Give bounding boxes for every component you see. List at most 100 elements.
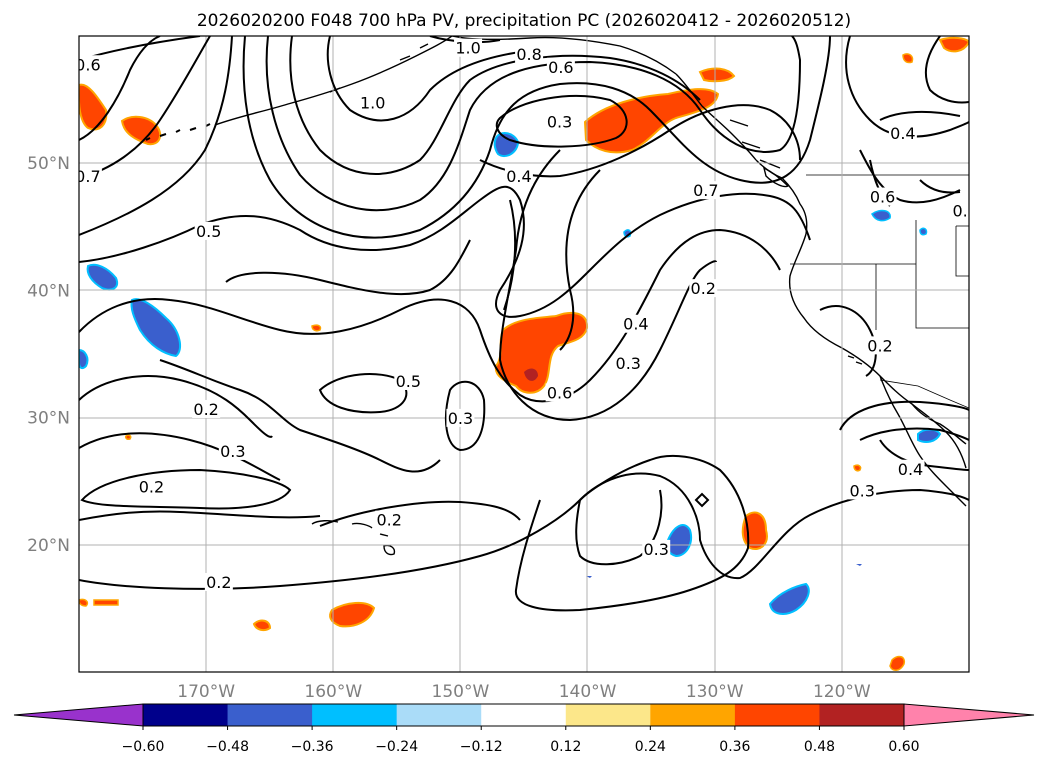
colorbar-tick-label: 0.60 [888,739,919,755]
contour-label-background [689,279,718,298]
gulf-of-california-coastline [911,403,967,445]
contour-label: 0.4 [898,460,923,479]
lon-tick-label: 160°W [304,682,362,702]
lon-tick-label: 150°W [432,682,490,702]
contour-label: 0.2 [377,511,402,530]
contour-label-background [218,441,247,460]
precip-positive-area [120,115,162,146]
contour-label: 0.6 [870,188,895,207]
lat-tick-label: 50°N [27,154,70,174]
contour-line [919,179,961,194]
contour-line [289,36,701,175]
chart-title: 2026020200 F048 700 hPa PV, precipitatio… [197,11,851,31]
contour-label-background [621,314,650,333]
contour-label-background [375,510,404,529]
contour-line [79,228,781,403]
colorbar-tick-labels: −0.60 −0.48 −0.36 −0.24 −0.12 0.12 0.24 0.36 0.4… [122,739,920,755]
contour-label-background [866,336,894,355]
precip-negative-area [493,132,520,158]
precip-positive-area [902,53,914,64]
contour-line [318,373,408,414]
us-west-coastline [788,233,967,469]
contour-label: 1.0 [360,93,385,112]
precip-positive-area [252,619,272,632]
contour-label: 0.6 [75,55,100,74]
lon-tick-label: 120°W [813,682,871,702]
contour-label: 0.5 [196,222,221,241]
contour-line [159,359,441,473]
precip-negative-area [130,298,182,358]
contour-label: 0.4 [506,167,531,186]
contour-label-background [848,481,877,500]
contour-label: 0.3 [448,409,473,428]
lat-tick-labels: 20°N 30°N 40°N 50°N [27,154,70,556]
contour-line [79,472,969,590]
contour-line [879,110,961,121]
contour-label-background [394,371,423,390]
precip-strong-positive-area [524,368,538,381]
contour-label: 0.3 [849,481,874,500]
contour-label: 1.0 [455,39,480,58]
contour-label: 0.4 [623,315,648,334]
contour-label-background [868,187,897,206]
baja-peninsula-coastline [879,375,967,507]
contour-line [242,36,831,239]
gridlines [79,36,969,672]
contour-label-background [446,408,475,427]
contour-line [79,185,811,318]
contour-line [924,36,969,104]
contour-label: 0.8 [516,45,541,64]
colorbar-extend-min [13,703,144,727]
contour-line [859,149,961,204]
contour-label-background [79,167,102,186]
contour-label: 0.4 [890,124,915,143]
contour-label: 0.4 [952,202,977,221]
contour-line [326,36,521,122]
lat-tick-label: 20°N [27,536,70,556]
precip-positive-area [79,598,89,607]
contour-label-background [642,539,671,558]
colorbar-tick-label: −0.48 [206,739,249,755]
colorbar-swatch [227,704,313,726]
colorbar-frame [142,703,905,727]
channel-islands [847,355,863,365]
pv-contours [79,36,969,612]
colorbar: −0.60 −0.48 −0.36 −0.24 −0.12 0.12 0.24 0.36 0.4… [13,703,1035,755]
contour-label-background [545,112,574,131]
precip-positive-area [329,602,376,628]
colorbar-swatch [650,704,736,726]
colorbar-swatch [312,704,398,726]
contour-label-background [896,459,925,478]
coastlines [145,36,967,556]
contour-line [839,400,969,431]
lon-tick-label: 170°W [177,682,235,702]
precip-negative-area [768,582,810,615]
contour-line [225,239,471,296]
contour-label-background [691,181,720,200]
contour-label-background [545,383,574,402]
map-frame [78,35,970,673]
contour-label-background [888,123,917,142]
contour-line [514,454,750,612]
contour-label: 0.7 [75,167,100,186]
contour-line [879,439,969,471]
gulf-of-alaska-coastline [451,36,677,75]
contour-label-background [614,354,643,373]
colorbar-tick-label: 0.24 [635,739,666,755]
lat-tick-label: 40°N [27,281,70,301]
contour-line [79,36,211,179]
colorbar-swatch [819,704,905,726]
contour-line [79,510,321,521]
contour-line [498,149,717,422]
precip-positive-area [93,599,119,606]
precip-positive-area [698,67,736,83]
contour-label: 0.3 [644,540,669,559]
colorbar-tick-label: −0.36 [291,739,334,755]
contour-line [444,380,486,452]
contour-line [79,36,161,141]
contour-label-background [515,45,544,64]
vancouver-island [762,166,790,188]
contour-label: 0.3 [616,354,641,373]
contour-label: 0.2 [206,573,231,592]
